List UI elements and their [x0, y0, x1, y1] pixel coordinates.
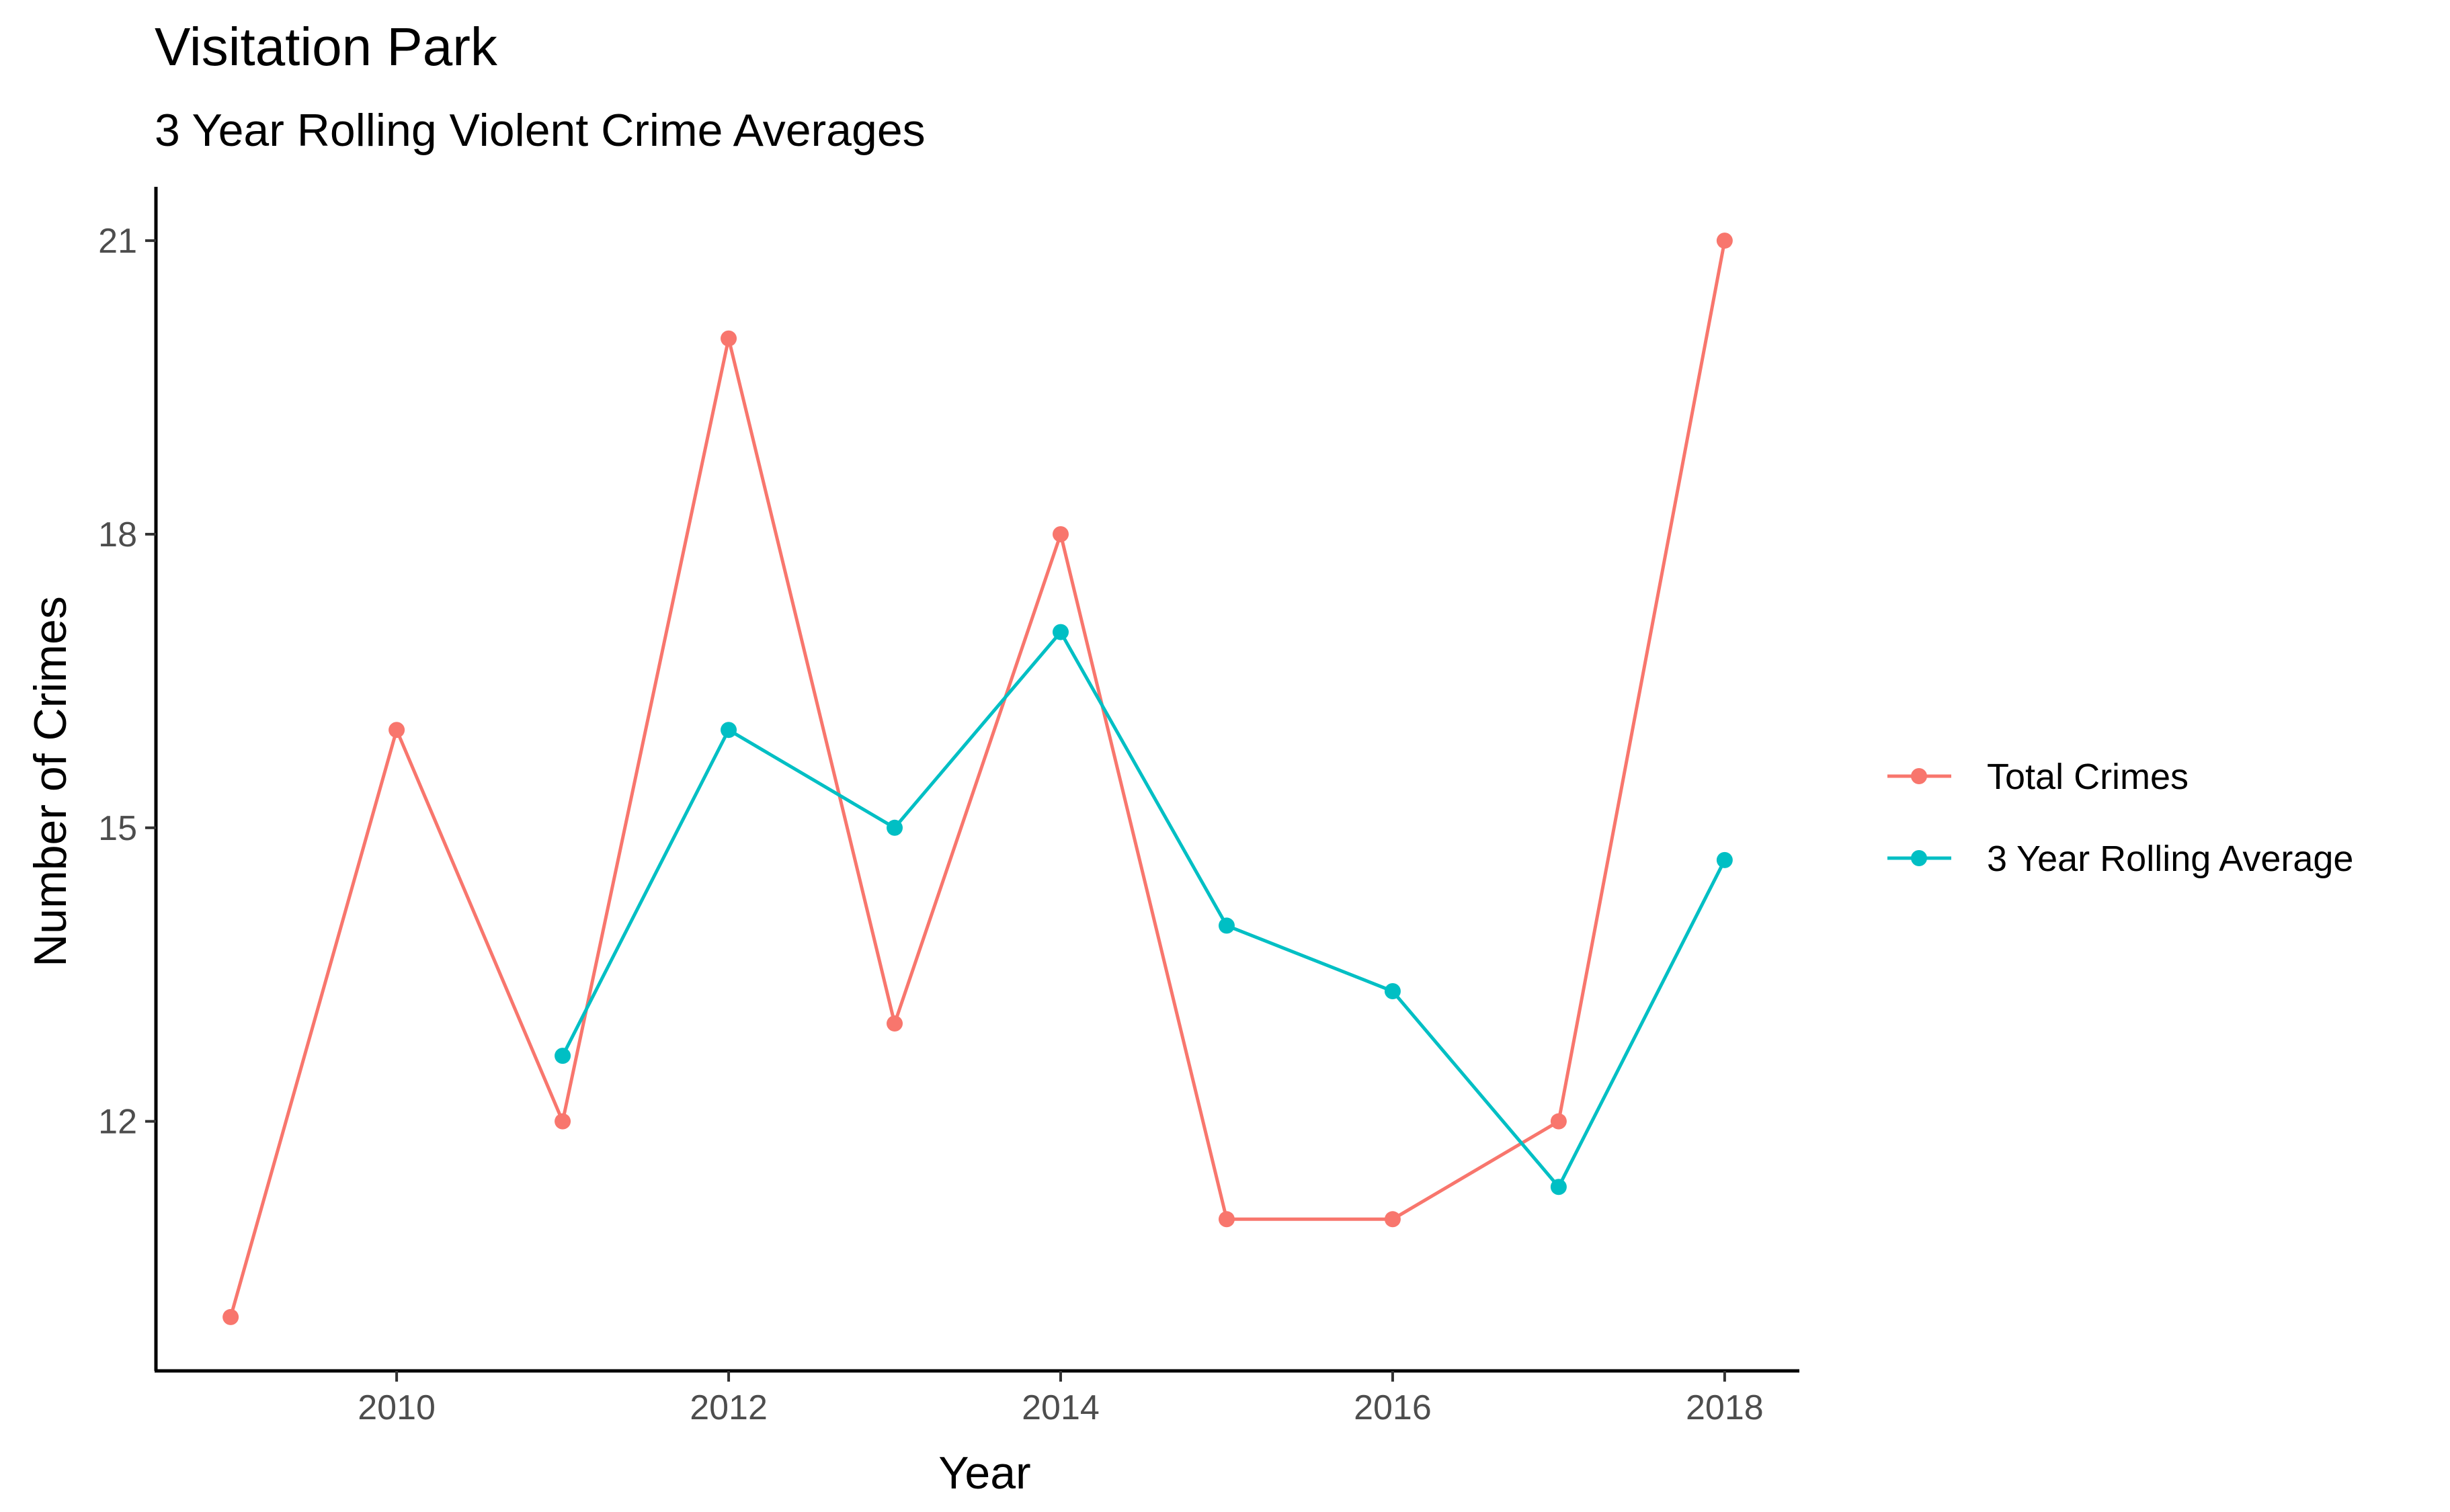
legend-key-point-total-crimes	[1911, 768, 1927, 784]
data-point-total-crimes	[1550, 1113, 1567, 1130]
y-tick-label: 21	[98, 222, 137, 261]
data-point-total-crimes	[389, 722, 405, 739]
data-point-rolling-average	[1052, 624, 1069, 640]
legend-label-total-crimes: Total Crimes	[1987, 757, 2189, 797]
x-tick-label: 2012	[690, 1388, 768, 1427]
y-tick-label: 12	[98, 1103, 137, 1142]
chart-subtitle: 3 Year Rolling Violent Crime Averages	[155, 105, 926, 156]
data-point-total-crimes	[1052, 526, 1069, 542]
data-point-total-crimes	[222, 1308, 239, 1325]
plot-area	[222, 233, 1733, 1325]
data-point-rolling-average	[721, 722, 737, 739]
data-point-total-crimes	[1384, 1211, 1401, 1228]
data-point-total-crimes	[1716, 233, 1733, 249]
chart-title: Visitation Park	[155, 17, 497, 77]
data-point-rolling-average	[1716, 851, 1733, 868]
x-tick-label: 2016	[1354, 1388, 1432, 1427]
data-point-total-crimes	[721, 330, 737, 347]
data-point-rolling-average	[887, 819, 903, 836]
legend-label-rolling-average: 3 Year Rolling Average	[1987, 839, 2353, 879]
series-line-total-crimes	[229, 240, 1727, 1318]
data-point-total-crimes	[887, 1015, 903, 1032]
legend: Total Crimes 3 Year Rolling Average	[1887, 757, 2353, 879]
data-point-total-crimes	[1218, 1211, 1235, 1228]
data-point-rolling-average	[555, 1048, 571, 1064]
series-line-rolling-average	[561, 630, 1727, 1189]
x-axis-title: Year	[938, 1447, 1030, 1499]
x-tick-label: 2014	[1022, 1388, 1100, 1427]
x-tick-label: 2010	[358, 1388, 436, 1427]
y-tick-label: 15	[98, 809, 137, 848]
data-point-rolling-average	[1218, 917, 1235, 934]
legend-key-point-rolling-average	[1911, 850, 1927, 866]
data-point-total-crimes	[555, 1113, 571, 1130]
axes: 12 15 18 21 2010 2012 2014 2016 2018	[98, 187, 1799, 1427]
y-axis-title: Number of Crimes	[25, 596, 76, 967]
data-point-rolling-average	[1384, 982, 1401, 999]
x-tick-label: 2018	[1686, 1388, 1764, 1427]
y-tick-label: 18	[98, 515, 137, 554]
data-point-rolling-average	[1550, 1179, 1567, 1195]
